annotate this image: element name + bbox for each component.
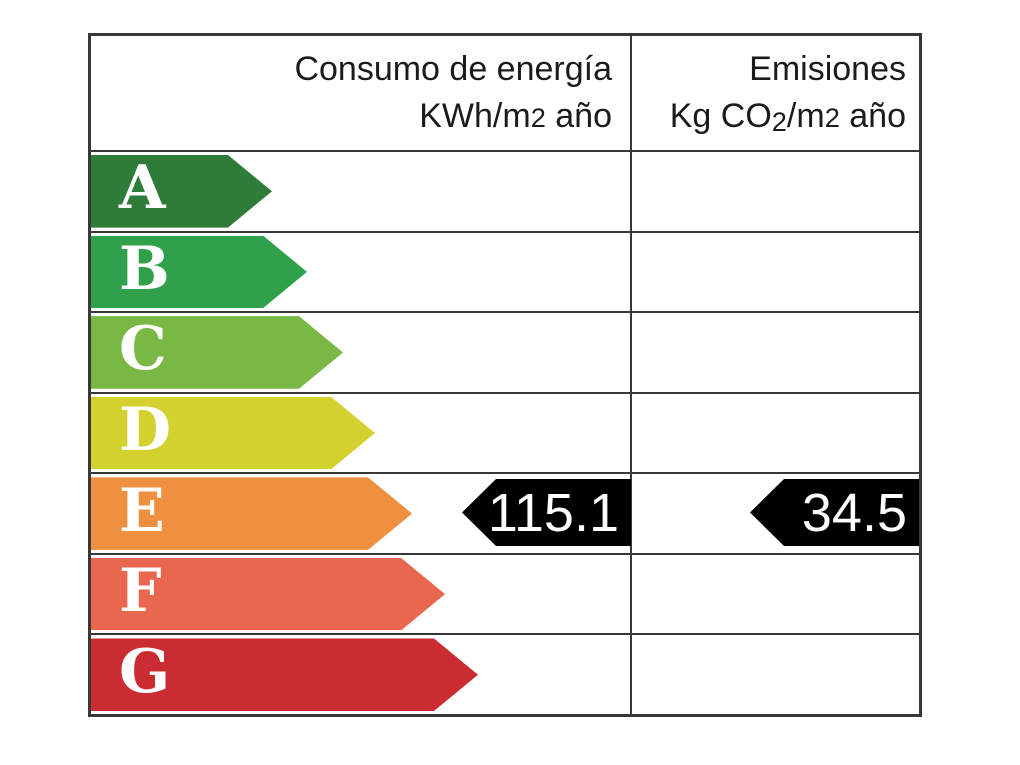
- rating-row-c: C: [91, 311, 919, 392]
- rating-bar-e: E: [91, 477, 412, 550]
- rating-letter-b: B: [119, 233, 170, 304]
- rating-bar-f: F: [91, 558, 445, 631]
- column-divider: [630, 36, 632, 714]
- rating-bar-b: B: [91, 236, 307, 309]
- rating-letter-f: F: [119, 556, 162, 627]
- table-header: Consumo de energía KWh/m2 año Emisiones …: [91, 36, 919, 150]
- rating-letter-e: E: [119, 475, 165, 546]
- rating-bar-c: C: [91, 316, 343, 389]
- emissions-column-header: Emisiones Kg CO2/m2 año: [631, 36, 919, 150]
- rating-bar-g: G: [91, 638, 478, 711]
- rating-rows: A B C D E: [91, 150, 919, 714]
- rating-bar-a: A: [91, 155, 272, 228]
- co2-subscript: 2: [771, 106, 787, 138]
- consumption-value: 115.1: [487, 482, 619, 543]
- rating-letter-a: A: [119, 153, 166, 224]
- emissions-header-line1: Emisiones: [749, 49, 906, 88]
- rating-row-d: D: [91, 391, 919, 473]
- rating-row-e: E: [91, 472, 919, 553]
- rating-row-b: B: [91, 230, 919, 312]
- rating-bar-d: D: [91, 397, 375, 470]
- emissions-header-line2: Kg CO2/m2 año: [669, 96, 906, 138]
- rating-letter-g: G: [119, 636, 171, 707]
- rating-row-a: A: [91, 150, 919, 231]
- rating-table: Consumo de energía KWh/m2 año Emisiones …: [88, 33, 922, 717]
- consumption-header-line1: Consumo de energía: [294, 49, 612, 88]
- rating-row-g: G: [91, 633, 919, 714]
- consumption-header-line2: KWh/m2 año: [419, 96, 612, 135]
- rating-letter-d: D: [119, 395, 172, 466]
- consumption-unit-exponent: 2: [530, 101, 546, 133]
- consumption-column-header: Consumo de energía KWh/m2 año: [91, 36, 631, 150]
- emissions-value-arrow: 34.5: [750, 479, 919, 546]
- consumption-value-arrow: 115.1: [462, 479, 631, 546]
- emissions-value: 34.5: [801, 482, 907, 543]
- emissions-unit-exponent: 2: [824, 101, 840, 133]
- rating-letter-c: C: [119, 314, 167, 385]
- rating-row-f: F: [91, 552, 919, 634]
